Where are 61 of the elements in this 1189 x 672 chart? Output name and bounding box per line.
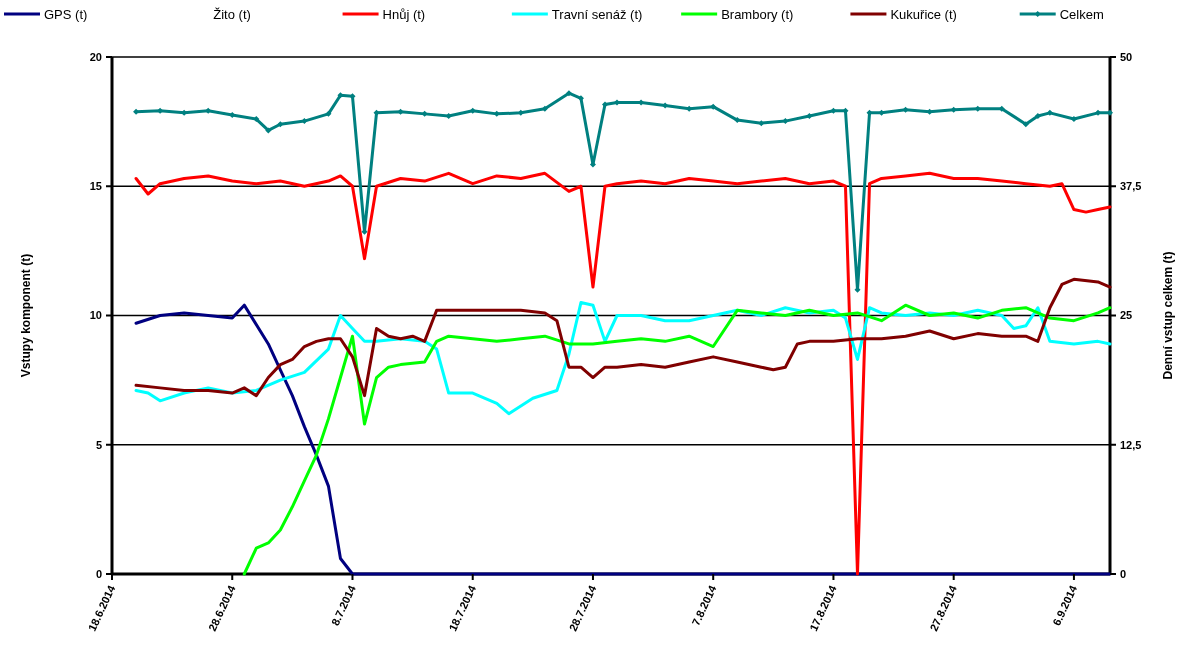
point [229, 111, 236, 118]
point [265, 127, 272, 134]
point [469, 107, 476, 114]
legend-label: Brambory (t) [721, 6, 794, 22]
point [565, 90, 572, 97]
point [517, 109, 524, 116]
point [782, 118, 789, 125]
y2-tick-label: 37,5 [1120, 180, 1142, 193]
line-series [134, 277, 1112, 398]
legend-label: Travní senáž (t) [551, 6, 643, 22]
point [1022, 121, 1029, 128]
point [349, 93, 356, 100]
point [974, 105, 981, 112]
text: Žito (t) [213, 6, 251, 22]
y-tick-label: 0 [95, 567, 102, 580]
point [998, 105, 1005, 112]
point [710, 103, 717, 110]
y2-axis-title: Denní vstup celkem (t) [1161, 251, 1175, 380]
point [878, 109, 885, 116]
y2-tick-label: 0 [1120, 567, 1127, 580]
y-tick-label: 10 [89, 309, 102, 322]
point [902, 106, 909, 113]
y-tick-label: 5 [95, 438, 102, 451]
point [301, 118, 308, 125]
point [277, 121, 284, 128]
point [205, 107, 212, 114]
point [806, 112, 813, 119]
point [638, 99, 645, 106]
point [373, 109, 380, 116]
point [830, 107, 837, 114]
legend-label: Hnůj (t) [382, 6, 426, 22]
point [1094, 109, 1101, 116]
point [253, 116, 260, 123]
y-axis-title: Vstupy komponent (t) [19, 253, 33, 378]
y-tick-label: 20 [89, 50, 102, 63]
point [734, 117, 741, 124]
point [445, 112, 452, 119]
y-tick-label: 15 [89, 180, 102, 193]
y2-tick-label: 12,5 [1120, 438, 1142, 451]
point [397, 108, 404, 115]
point [1034, 112, 1041, 119]
line-series [134, 171, 1112, 576]
point [662, 102, 669, 109]
point [325, 110, 332, 117]
point [866, 109, 873, 116]
y2-tick-label: 50 [1120, 50, 1133, 63]
point [1046, 109, 1053, 116]
legend-label: Kukuřice (t) [890, 6, 957, 22]
point [842, 107, 849, 114]
legend-label: GPS (t) [44, 6, 88, 22]
point [421, 110, 428, 117]
point [541, 105, 548, 112]
point [577, 95, 584, 102]
point [950, 106, 957, 113]
y2-tick-label: 25 [1120, 309, 1133, 322]
point [1070, 116, 1077, 123]
point [1107, 109, 1113, 116]
point [758, 120, 765, 127]
legend-label: Celkem [1059, 6, 1104, 22]
point [157, 107, 164, 114]
point [601, 101, 608, 108]
